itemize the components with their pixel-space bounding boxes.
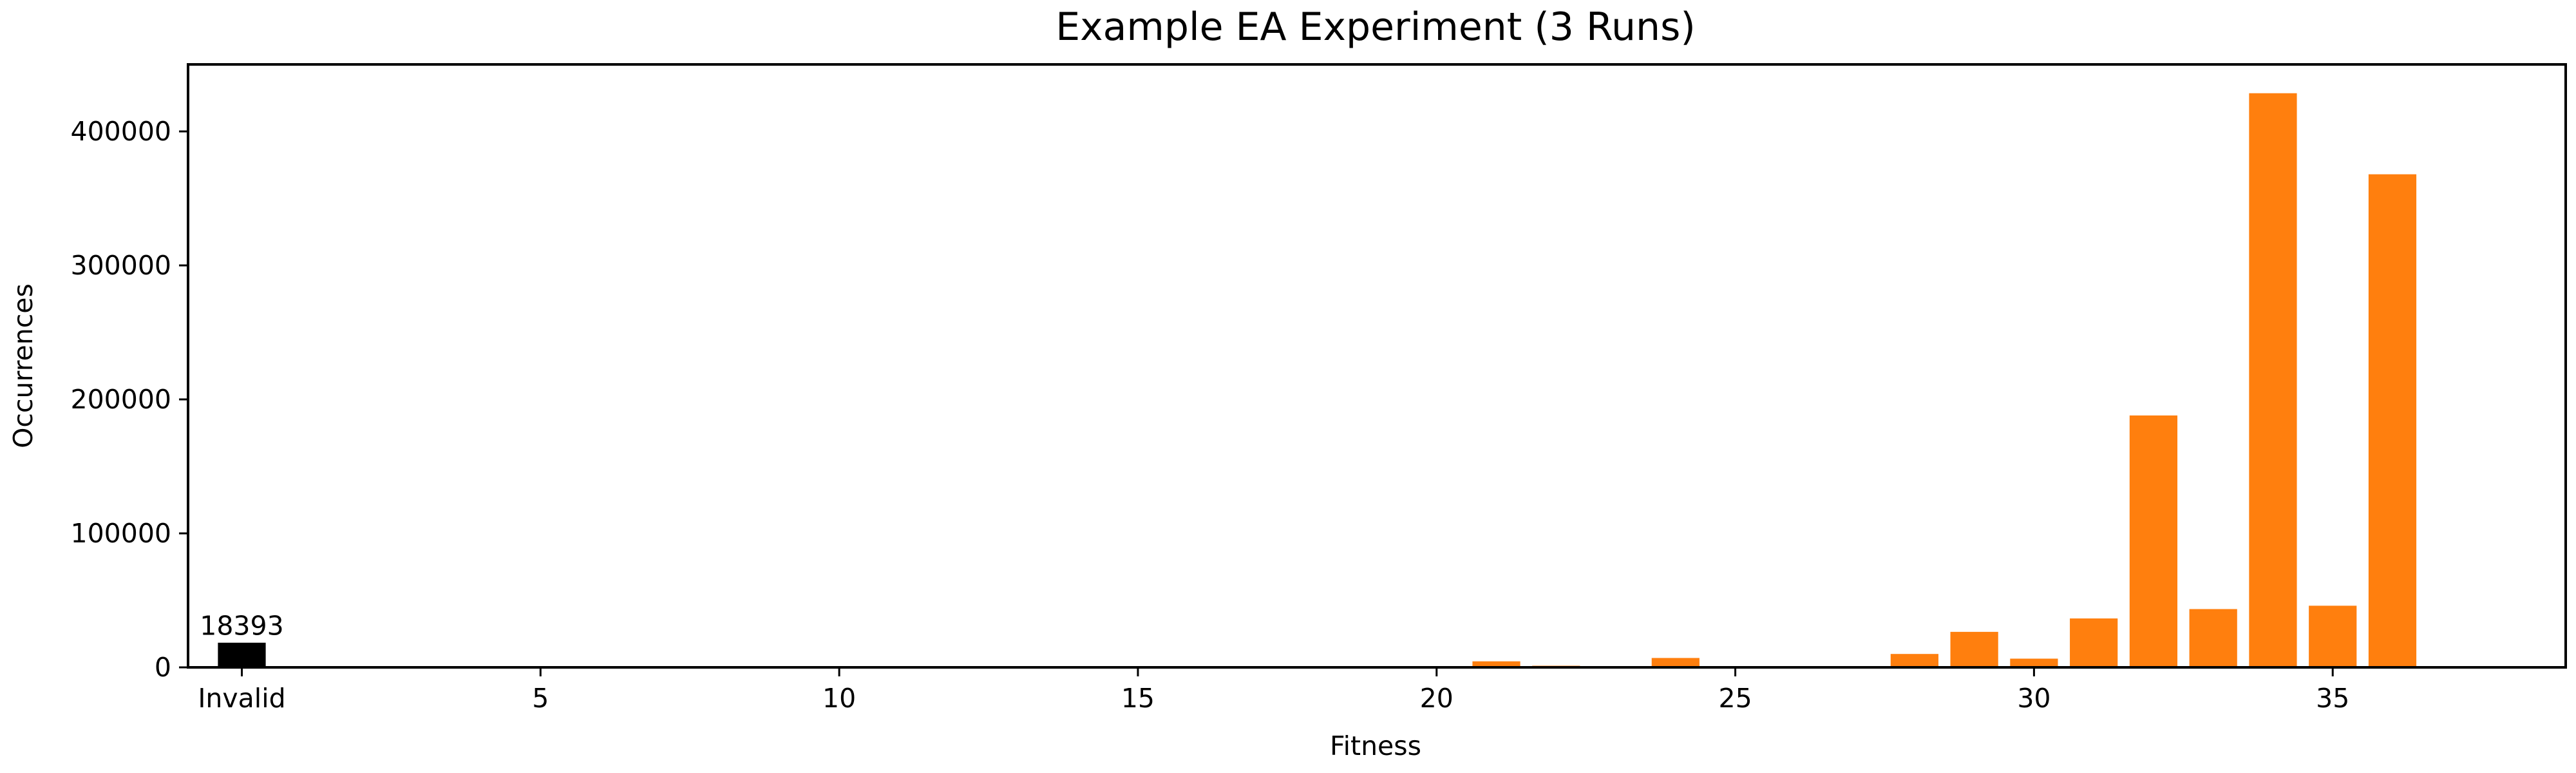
bar-fitness-34 — [2249, 93, 2297, 668]
x-tick-label: 25 — [1718, 683, 1752, 714]
y-axis: 0 100000 200000 300000 400000 — [70, 116, 188, 683]
y-tick-label: 300000 — [70, 250, 171, 281]
bar-fitness-32 — [2129, 415, 2178, 667]
y-tick-label: 0 — [155, 652, 171, 683]
bar-fitness-31 — [2070, 618, 2118, 667]
x-axis: Invalid 5 10 15 20 25 30 35 — [198, 667, 2349, 714]
plot-frame — [187, 63, 2567, 669]
x-tick-label: 20 — [1420, 683, 1454, 714]
y-axis-label: Occurrences — [8, 283, 39, 448]
data-label-invalid: 18393 — [200, 611, 283, 642]
bar-fitness-33 — [2189, 609, 2237, 667]
bar-fitness-21 — [1472, 661, 1520, 667]
x-tick-label: 35 — [2316, 683, 2349, 714]
y-tick-label: 200000 — [70, 384, 171, 415]
x-tick-label: 5 — [532, 683, 549, 714]
x-tick-label: 10 — [822, 683, 856, 714]
bar-fitness-35 — [2309, 606, 2357, 667]
bar-fitness-28 — [1890, 654, 1938, 667]
x-tick-label: 30 — [2017, 683, 2050, 714]
bar-fitness-29 — [1950, 631, 1998, 667]
bar-fitness-24 — [1651, 658, 1700, 667]
bars-group: 18393 — [200, 93, 2417, 668]
x-axis-label: Fitness — [1330, 730, 1421, 761]
bar-invalid — [218, 642, 266, 667]
bar-fitness-30 — [2010, 658, 2058, 667]
bar-fitness-36 — [2368, 174, 2417, 667]
y-tick-label: 100000 — [70, 518, 171, 549]
x-tick-label: Invalid — [198, 683, 285, 714]
x-tick-label: 15 — [1121, 683, 1155, 714]
y-tick-label: 400000 — [70, 116, 171, 147]
chart-title: Example EA Experiment (3 Runs) — [1056, 5, 1696, 50]
